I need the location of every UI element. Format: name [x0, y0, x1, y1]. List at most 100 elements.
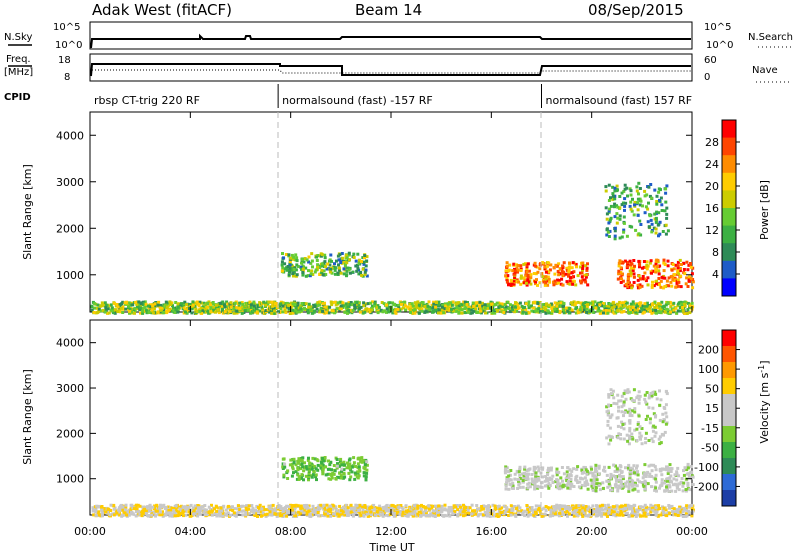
data-cell	[519, 269, 523, 272]
data-cell	[107, 311, 111, 315]
data-cell	[631, 481, 635, 485]
data-cell	[546, 275, 550, 279]
data-cell	[595, 478, 599, 482]
data-cell	[113, 311, 117, 315]
data-cell	[329, 514, 333, 518]
data-cell	[667, 310, 671, 313]
data-cell	[345, 256, 349, 260]
data-cell	[290, 474, 294, 478]
data-cell	[551, 309, 554, 313]
data-cell	[658, 198, 661, 202]
data-cell	[581, 514, 585, 518]
power-panel	[89, 111, 693, 313]
data-cell	[594, 467, 598, 471]
data-cell	[434, 303, 438, 307]
data-cell	[464, 508, 467, 512]
data-cell	[562, 472, 566, 476]
data-cell	[661, 420, 665, 424]
data-cell	[659, 398, 663, 402]
data-cell	[549, 508, 553, 512]
data-cell	[148, 303, 152, 307]
data-cell	[606, 230, 610, 234]
data-cell	[629, 302, 633, 306]
data-cell	[293, 505, 297, 509]
data-cell	[308, 274, 312, 278]
data-cell	[365, 460, 369, 464]
data-cell	[537, 485, 541, 489]
data-cell	[191, 300, 195, 304]
data-cell	[347, 301, 351, 305]
data-cell	[495, 301, 499, 305]
data-cell	[342, 463, 346, 467]
data-cell	[416, 506, 420, 510]
data-cell	[354, 264, 358, 268]
data-cell	[591, 303, 595, 307]
data-cell	[613, 226, 617, 230]
data-cell	[339, 457, 343, 461]
data-cell	[605, 405, 609, 409]
data-cell	[305, 512, 309, 516]
data-cell	[323, 307, 327, 311]
data-cell	[308, 462, 312, 466]
data-cell	[506, 269, 510, 273]
data-cell	[529, 282, 533, 286]
data-cell	[665, 392, 669, 396]
data-cell	[620, 394, 624, 398]
data-cell	[658, 486, 661, 490]
data-cell	[207, 300, 211, 304]
data-cell	[421, 510, 425, 514]
data-cell	[575, 513, 579, 516]
data-cell	[667, 312, 671, 315]
data-cell	[292, 457, 296, 461]
data-cell	[360, 260, 363, 263]
data-cell	[181, 514, 185, 518]
data-cell	[626, 305, 630, 309]
data-cell	[664, 508, 668, 512]
data-cell	[665, 514, 669, 518]
data-cell	[613, 229, 617, 233]
data-cell	[292, 255, 295, 259]
data-cell	[313, 305, 317, 308]
data-cell	[331, 471, 335, 475]
data-cell	[542, 280, 546, 284]
data-cell	[547, 261, 551, 265]
data-cell	[202, 511, 206, 515]
data-cell	[644, 508, 648, 512]
data-cell	[667, 484, 671, 488]
data-cell	[511, 505, 515, 509]
data-cell	[527, 468, 531, 471]
data-cell	[652, 424, 656, 428]
data-cell	[202, 310, 206, 314]
data-cell	[617, 484, 621, 488]
data-cell	[282, 473, 286, 477]
data-cell	[252, 511, 256, 515]
data-cell	[654, 468, 658, 472]
data-cell	[645, 267, 649, 271]
data-cell	[296, 301, 300, 305]
data-cell	[626, 410, 630, 414]
data-cell	[628, 414, 632, 417]
data-cell	[538, 509, 542, 513]
nsky-trace	[90, 33, 691, 49]
data-cell	[474, 307, 478, 311]
data-cell	[285, 268, 289, 272]
data-cell	[688, 511, 692, 515]
data-cell	[666, 479, 670, 483]
data-cell	[685, 260, 689, 264]
data-cell	[578, 308, 582, 312]
data-cell	[675, 311, 679, 315]
data-cell	[620, 420, 624, 424]
data-cell	[367, 307, 371, 311]
data-cell	[638, 394, 642, 398]
data-cell	[676, 269, 680, 273]
data-cell	[159, 505, 163, 509]
data-cell	[355, 301, 359, 304]
data-cell	[110, 309, 114, 313]
data-cell	[622, 189, 626, 193]
data-cell	[687, 275, 691, 279]
data-cell	[458, 504, 462, 507]
data-cell	[556, 480, 560, 484]
data-cell	[505, 278, 509, 282]
data-cell	[369, 301, 373, 305]
data-cell	[598, 303, 602, 307]
